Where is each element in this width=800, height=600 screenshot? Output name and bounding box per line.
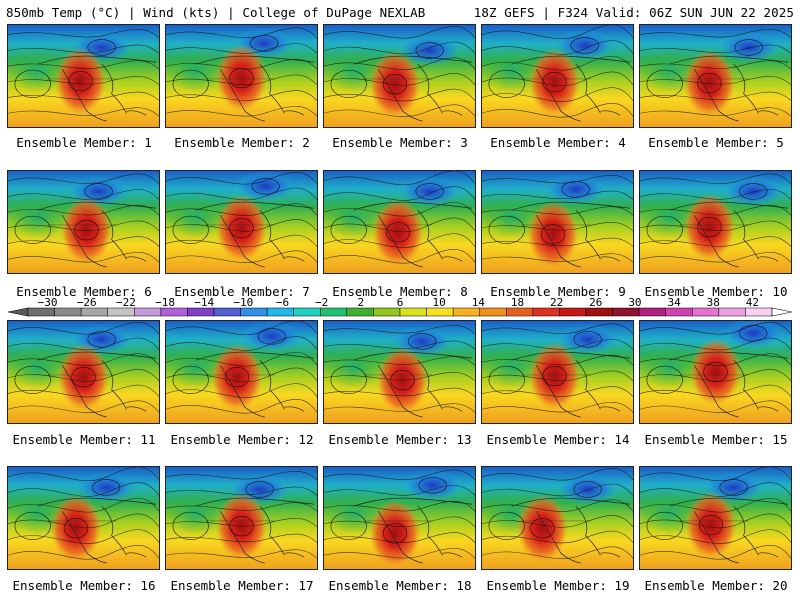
ensemble-member-label: Ensemble Member: 5: [648, 135, 784, 150]
ensemble-member-label: Ensemble Member: 2: [174, 135, 310, 150]
colorbar-swatch: [559, 307, 587, 317]
colorbar-swatch: [373, 307, 401, 317]
colorbar-swatch: [293, 307, 321, 317]
colorbar-tick-label: 42: [746, 296, 759, 309]
ensemble-member-label: Ensemble Member: 11: [12, 432, 156, 447]
colorbar-swatch: [54, 307, 82, 317]
ensemble-member-label: Ensemble Member: 6: [16, 284, 152, 299]
colorbar-swatch: [399, 307, 427, 317]
ensemble-panel: [639, 170, 792, 274]
colorbar-tick-label: 38: [707, 296, 720, 309]
ensemble-panel: [481, 170, 634, 274]
ensemble-member-label: Ensemble Member: 12: [170, 432, 314, 447]
colorbar-swatch: [134, 307, 162, 317]
ensemble-member-label: Ensemble Member: 9: [490, 284, 626, 299]
ensemble-member-label: Ensemble Member: 4: [490, 135, 626, 150]
ensemble-member-label: Ensemble Member: 13: [328, 432, 472, 447]
ensemble-panel: [639, 320, 792, 424]
ensemble-member-label: Ensemble Member: 18: [328, 578, 472, 593]
colorbar-swatch: [320, 307, 348, 317]
colorbar-tick-label: −22: [116, 296, 136, 309]
colorbar-swatch: [638, 307, 666, 317]
ensemble-panel: [165, 24, 318, 128]
ensemble-panel: [165, 320, 318, 424]
colorbar-swatch: [612, 307, 640, 317]
colorbar-tick-label: 14: [472, 296, 486, 309]
colorbar-tick-label: 6: [397, 296, 404, 309]
ensemble-member-label: Ensemble Member: 1: [16, 135, 152, 150]
ensemble-panel: [323, 320, 476, 424]
colorbar-swatch: [213, 307, 241, 317]
colorbar-swatch: [240, 307, 268, 317]
ensemble-panel: [7, 24, 160, 128]
colorbar-tick-label: −26: [77, 296, 97, 309]
colorbar: −30 −26 −22 −18 −14 −10 −6 −2 2 6 10 14 18 22 26 30 34 38…: [7, 296, 793, 317]
ensemble-member-label: Ensemble Member: 15: [644, 432, 788, 447]
colorbar-swatch: [80, 307, 108, 317]
colorbar-swatch: [426, 307, 454, 317]
ensemble-panel: [323, 466, 476, 570]
colorbar-tick-label: 18: [511, 296, 524, 309]
colorbar-swatch: [107, 307, 135, 317]
colorbar-swatch: [745, 307, 773, 317]
ensemble-member-label: Ensemble Member: 20: [644, 578, 788, 593]
ensemble-panel: [7, 170, 160, 274]
ensemble-panel: [165, 170, 318, 274]
ensemble-member-label: Ensemble Member: 7: [174, 284, 310, 299]
colorbar-swatch: [532, 307, 560, 317]
colorbar-tick-label: 30: [628, 296, 641, 309]
colorbar-tick-label: −14: [194, 296, 214, 309]
colorbar-swatch: [665, 307, 693, 317]
colorbar-tick-label: 26: [589, 296, 602, 309]
ensemble-panel: [481, 24, 634, 128]
ensemble-panel: [7, 320, 160, 424]
header-title-right: 18Z GEFS | F324 Valid: 06Z SUN JUN 22 20…: [473, 5, 794, 20]
colorbar-swatch: [266, 307, 294, 317]
colorbar-swatch: [160, 307, 188, 317]
ensemble-member-label: Ensemble Member: 14: [486, 432, 630, 447]
colorbar-swatch: [27, 307, 55, 317]
ensemble-member-label: Ensemble Member: 16: [12, 578, 156, 593]
ensemble-panel: [165, 466, 318, 570]
ensemble-panel: [323, 170, 476, 274]
colorbar-swatch: [692, 307, 720, 317]
colorbar-swatch: [718, 307, 746, 317]
ensemble-member-label: Ensemble Member: 10: [644, 284, 788, 299]
ensemble-panel: [639, 466, 792, 570]
colorbar-swatch: [479, 307, 507, 317]
ensemble-member-label: Ensemble Member: 17: [170, 578, 314, 593]
colorbar-tick-label: −18: [155, 296, 175, 309]
header-title-left: 850mb Temp (°C) | Wind (kts) | College o…: [6, 5, 426, 20]
ensemble-panel: [481, 320, 634, 424]
colorbar-swatch: [506, 307, 534, 317]
colorbar-tick-label: −2: [315, 296, 328, 309]
ensemble-panel: [323, 24, 476, 128]
colorbar-tick-label: 10: [433, 296, 446, 309]
colorbar-swatch: [346, 307, 374, 317]
colorbar-max-arrow: [771, 307, 793, 317]
colorbar-tick-label: −10: [233, 296, 253, 309]
colorbar-tick-label: 22: [550, 296, 563, 309]
colorbar-swatch: [452, 307, 480, 317]
colorbar-tick-label: 34: [667, 296, 681, 309]
colorbar-swatch: [187, 307, 215, 317]
ensemble-panel: [481, 466, 634, 570]
colorbar-swatch: [585, 307, 613, 317]
ensemble-member-label: Ensemble Member: 8: [332, 284, 468, 299]
colorbar-tick-label: −6: [276, 296, 289, 309]
colorbar-min-arrow: [7, 307, 29, 317]
colorbar-tick-label: −30: [38, 296, 58, 309]
ensemble-member-label: Ensemble Member: 3: [332, 135, 468, 150]
ensemble-member-label: Ensemble Member: 19: [486, 578, 630, 593]
ensemble-panel: [639, 24, 792, 128]
ensemble-panel: [7, 466, 160, 570]
colorbar-tick-label: 2: [358, 296, 365, 309]
